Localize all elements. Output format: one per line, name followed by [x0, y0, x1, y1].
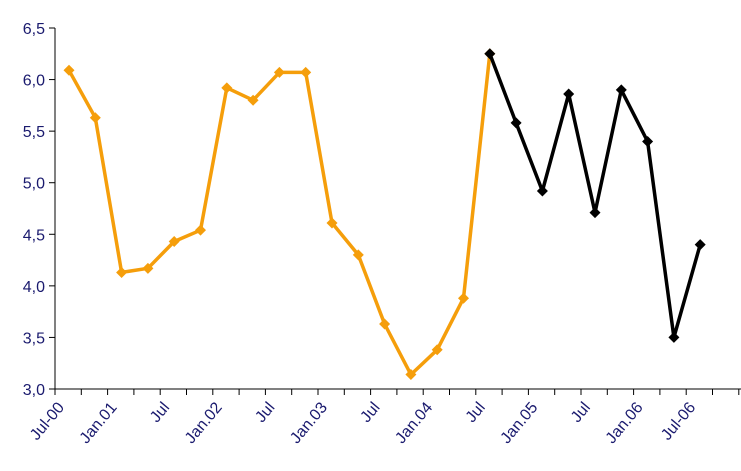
y-tick-label: 3,0 [23, 382, 45, 399]
series-2-point [642, 135, 654, 147]
series-2-line [488, 53, 702, 340]
y-tick-label: 5,0 [23, 176, 45, 193]
x-tick-label: Jan.04 [392, 399, 436, 447]
series-1-point [89, 112, 101, 124]
x-ticks: Jul-00 Jan.01 Jul Jan.02 Jul Jan.03 Jul Jan.04 J… [27, 389, 740, 447]
series-1-point [273, 66, 285, 78]
x-tick-label: Jul [463, 399, 489, 426]
series-1-point [247, 94, 259, 106]
series-1-line [67, 53, 492, 377]
series-1-point [116, 266, 128, 278]
x-tick-label: Jul [147, 399, 173, 426]
series-2-point [563, 88, 575, 100]
x-tick-label: Jan.02 [182, 399, 226, 447]
y-ticks: 3,0 3,5 4,0 4,5 5,0 5,5 6,0 6,5 [23, 21, 55, 399]
x-tick-label: Jan.06 [603, 399, 647, 447]
series-1-point [221, 82, 233, 94]
series-1-point [379, 318, 391, 330]
series-1-point [352, 249, 364, 261]
series-2-point [589, 207, 601, 219]
x-tick-label: Jul-00 [27, 399, 68, 443]
series-2-point [615, 84, 627, 96]
series-2-point [510, 117, 522, 129]
y-tick-label: 3,5 [23, 330, 45, 347]
x-tick-label: Jul-06 [658, 399, 699, 443]
y-tick-label: 6,5 [23, 21, 45, 38]
y-tick-label: 6,0 [23, 73, 45, 90]
y-tick-label: 4,0 [23, 279, 45, 296]
x-tick-label: Jul [568, 399, 594, 426]
y-tick-label: 5,5 [23, 124, 45, 141]
series-1-point [458, 292, 469, 304]
x-tick-label: Jan.03 [287, 399, 331, 447]
series-1-point [326, 217, 338, 229]
series-2-point [694, 239, 706, 251]
x-tick-label: Jan.01 [77, 399, 121, 447]
series-1-point [405, 369, 417, 381]
series-1-point [300, 66, 312, 78]
series-1-point [195, 224, 206, 236]
x-tick-label: Jul [357, 399, 383, 426]
axes [54, 28, 741, 390]
series-1-point [63, 64, 75, 76]
series-1-point [168, 236, 180, 248]
series-1-point [431, 344, 443, 356]
x-tick-label: Jul [252, 399, 278, 426]
series-1-point [142, 262, 154, 274]
series-2-point [668, 331, 680, 343]
series-2-point [484, 48, 496, 60]
y-tick-label: 4,5 [23, 227, 45, 244]
x-tick-label: Jan.05 [498, 399, 542, 447]
series-layer [63, 48, 706, 381]
series-2-point [536, 185, 548, 197]
